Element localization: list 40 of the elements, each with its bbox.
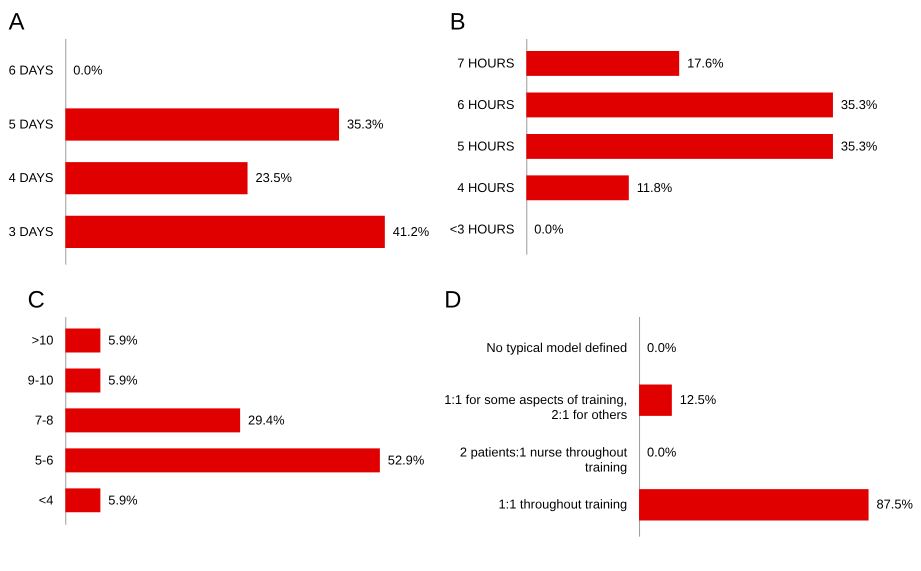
data-label: 23.5% [255,170,292,186]
data-label: 0.0% [534,221,564,236]
y-tick-label: 5 DAYS [8,116,54,132]
y-tick-label: <3 HOURS [450,221,514,236]
data-label: 35.3% [346,116,384,132]
y-tick-label: No typical model defined [486,340,628,355]
y-tick-label: 9-10 [28,372,54,388]
y-tick-label: 7-8 [34,412,54,428]
data-label: 0.0% [646,444,676,460]
y-tick-label: 5 HOURS [457,138,514,154]
data-label: 0.0% [73,62,103,78]
y-tick-label: 4 HOURS [457,180,514,195]
text: D [444,288,462,314]
data-label: 29.4% [248,412,285,428]
data-label: 11.8% [636,180,672,195]
y-tick-label: 3 DAYS [8,224,54,239]
data-label: 0.0% [646,340,676,355]
y-tick-label: >10 [32,332,54,348]
y-tick-label: 1:1 throughout training [498,496,628,512]
data-label: 41.2% [392,224,430,239]
y-tick-label: 2 patients:1 nurse throughout training [460,444,628,474]
y-tick-label: 6 DAYS [8,62,54,78]
y-tick-label: 6 HOURS [457,96,514,112]
data-label: 52.9% [388,452,424,468]
chart-title: B [450,10,466,36]
data-label: 12.5% [680,392,716,408]
data-label: 5.9% [108,372,138,388]
y-tick-label: 4 DAYS [8,170,54,186]
chart-title: A [8,10,25,36]
chart-title: C [28,288,45,314]
data-label: 17.6% [687,55,724,70]
y-tick-label: 7 HOURS [457,55,514,70]
data-label: 87.5% [876,496,913,512]
data-label: 5.9% [108,332,138,348]
data-label: 5.9% [108,492,138,508]
data-label: 35.3% [840,96,878,112]
y-tick-label: <4 [38,492,54,508]
y-tick-label: 5-6 [34,452,54,468]
y-tick-label: 1:1 for some aspects of training, 2:1 for others [444,392,628,422]
data-label: 35.3% [840,138,878,154]
